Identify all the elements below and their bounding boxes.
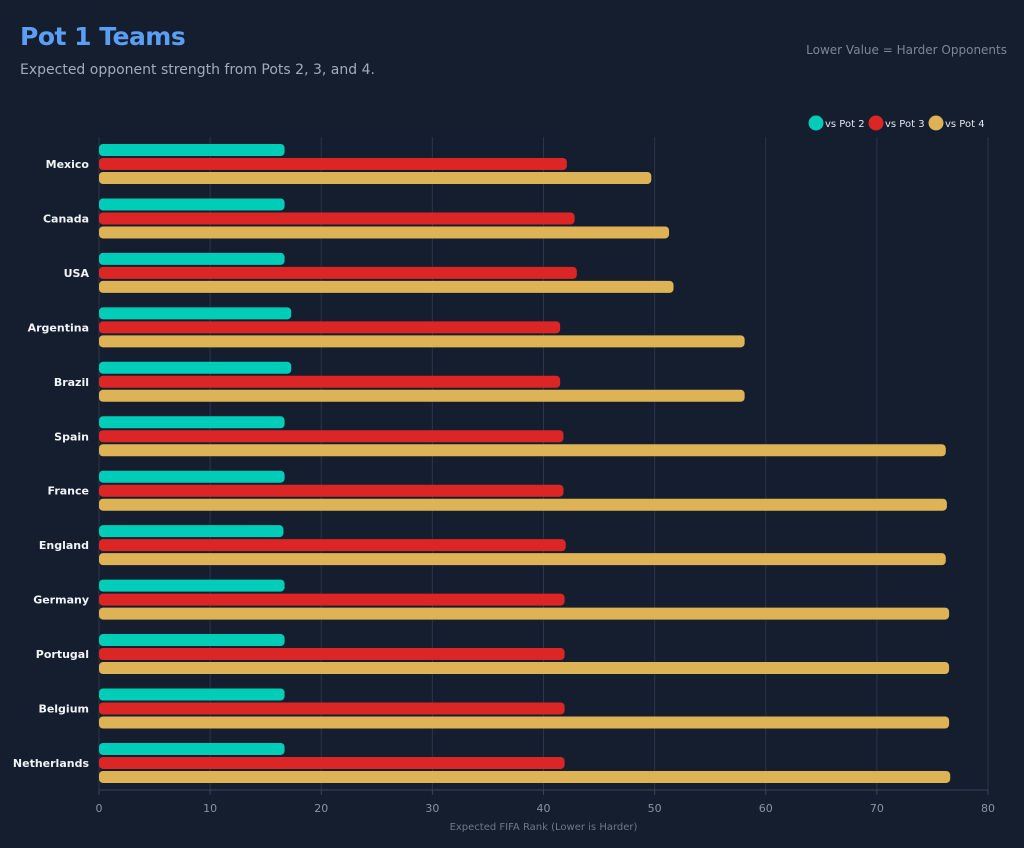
bar-vs-pot-4 [99, 607, 950, 620]
bar-vs-pot-3 [99, 158, 567, 170]
legend-label: vs Pot 2 [825, 119, 865, 130]
x-tick-label: 60 [759, 802, 773, 815]
bar-vs-pot-3 [99, 648, 565, 661]
bar-vs-pot-2 [99, 361, 292, 374]
category-label: Netherlands [13, 757, 90, 770]
category-label: Portugal [36, 648, 89, 661]
category-label: Argentina [28, 321, 89, 334]
x-tick-label: 20 [314, 802, 328, 815]
category-label: Spain [54, 430, 89, 443]
bar-vs-pot-3 [99, 593, 565, 606]
legend-swatch [928, 115, 944, 131]
bar-vs-pot-3 [99, 266, 577, 279]
bar-vs-pot-3 [99, 321, 561, 334]
legend-swatch [808, 115, 824, 131]
page-title: Pot 1 Teams [20, 22, 186, 51]
bar-vs-pot-4 [99, 172, 652, 184]
x-tick-label: 70 [870, 802, 884, 815]
bar-vs-pot-2 [99, 252, 285, 265]
bar-vs-pot-4 [99, 498, 947, 511]
category-label: France [48, 485, 89, 498]
category-label: Belgium [38, 703, 89, 716]
x-tick-label: 0 [96, 802, 103, 815]
bar-vs-pot-3 [99, 430, 564, 443]
category-label: England [39, 539, 89, 552]
page-subtitle: Expected opponent strength from Pots 2, … [20, 62, 375, 78]
category-label: Brazil [54, 376, 89, 389]
bar-vs-pot-2 [99, 198, 285, 211]
legend-label: vs Pot 4 [945, 119, 985, 130]
category-label: Canada [43, 212, 89, 225]
x-tick-label: 80 [981, 802, 995, 815]
bar-vs-pot-2 [99, 416, 285, 429]
bar-vs-pot-2 [99, 144, 285, 156]
bar-vs-pot-4 [99, 770, 951, 783]
bar-vs-pot-4 [99, 335, 745, 348]
x-tick-label: 10 [203, 802, 217, 815]
x-tick-label: 40 [537, 802, 551, 815]
bar-vs-pot-2 [99, 688, 285, 701]
bar-vs-pot-4 [99, 662, 950, 675]
bar-vs-pot-3 [99, 539, 566, 552]
bar-vs-pot-3 [99, 484, 564, 497]
category-label: USA [64, 267, 90, 280]
bar-vs-pot-3 [99, 702, 565, 715]
bar-vs-pot-3 [99, 375, 561, 388]
legend-swatch [868, 115, 884, 131]
chart-note: Lower Value = Harder Opponents [806, 43, 1007, 57]
bar-vs-pot-3 [99, 212, 575, 225]
bar-vs-pot-2 [99, 742, 285, 755]
bar-vs-pot-3 [99, 756, 565, 769]
bar-vs-pot-4 [99, 389, 745, 402]
x-axis-label: Expected FIFA Rank (Lower is Harder) [450, 822, 638, 833]
x-tick-label: 30 [425, 802, 439, 815]
legend-label: vs Pot 3 [885, 119, 925, 130]
category-label: Mexico [46, 158, 90, 171]
bar-vs-pot-2 [99, 470, 285, 483]
bar-vs-pot-2 [99, 634, 285, 647]
bar-vs-pot-2 [99, 307, 292, 320]
bar-vs-pot-2 [99, 525, 284, 538]
bar-vs-pot-4 [99, 553, 946, 566]
bar-vs-pot-4 [99, 280, 674, 293]
bar-vs-pot-4 [99, 444, 946, 457]
x-tick-label: 50 [648, 802, 662, 815]
bar-vs-pot-2 [99, 579, 285, 592]
category-label: Germany [33, 594, 89, 607]
bar-vs-pot-4 [99, 716, 950, 729]
bar-vs-pot-4 [99, 226, 670, 239]
